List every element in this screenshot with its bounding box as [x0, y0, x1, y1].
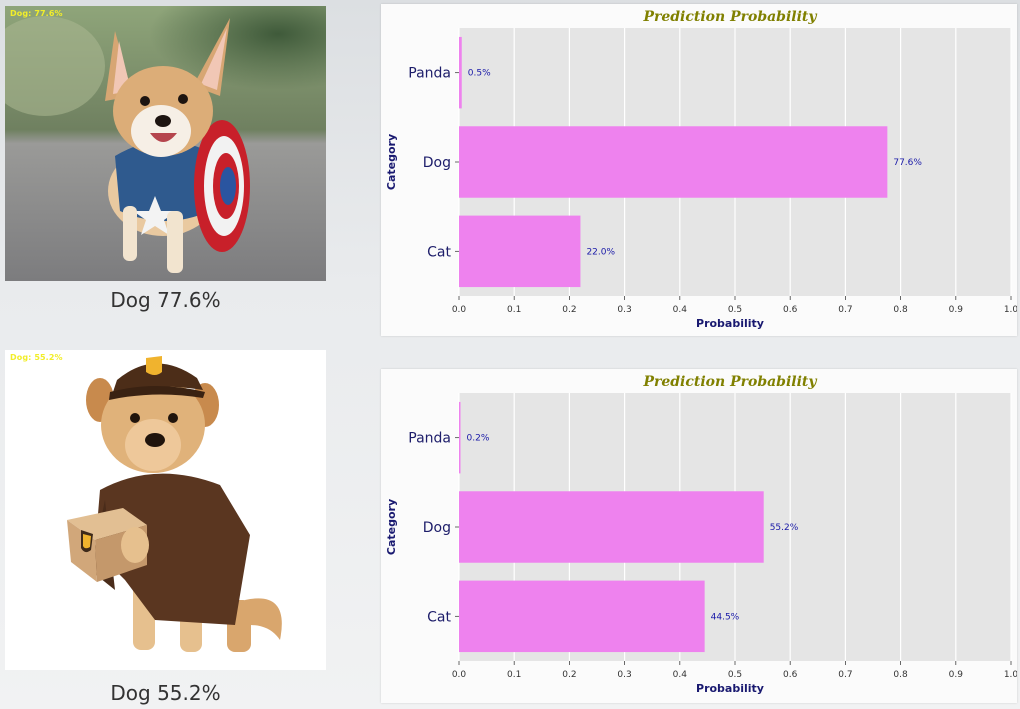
y-tick-label: Cat: [427, 244, 451, 260]
x-tick-label: 0.7: [838, 305, 852, 315]
y-tick-label: Cat: [427, 609, 451, 625]
bar-panda: [459, 401, 461, 474]
x-tick-label: 0.8: [893, 670, 908, 680]
x-tick-label: 0.6: [783, 305, 798, 315]
result-image-ups-dog: Dog: 55.2%: [5, 350, 326, 670]
prediction-chart-2: 0.0 0.1 0.2 0.3 0.4 0.5 0.6 0.7 0.8 0.9 1.0 Panda 0.…: [381, 369, 1017, 703]
prediction-chart-svg: 0.0 0.1 0.2 0.3 0.4 0.5 0.6 0.7 0.8 0.9 1.0 Panda 0.…: [385, 9, 1017, 330]
corgi-photo: [5, 6, 326, 281]
bar-value-label: 0.5%: [468, 69, 491, 79]
x-tick-label: 0.4: [673, 670, 688, 680]
x-tick-label: 0.1: [507, 305, 521, 315]
x-tick-label: 1.0: [1004, 305, 1017, 315]
bar-cat: [459, 580, 705, 653]
x-tick-label: 0.3: [617, 670, 631, 680]
ups-dog-photo: [5, 350, 326, 670]
x-tick-label: 0.1: [507, 670, 521, 680]
x-tick-label: 0.0: [452, 670, 467, 680]
prediction-overlay-label: Dog: 77.6%: [10, 9, 63, 18]
chart-title: Prediction Probability: [642, 9, 817, 25]
y-tick-label: Dog: [423, 155, 451, 171]
x-tick-label: 0.5: [728, 670, 742, 680]
x-tick-label: 0.8: [893, 305, 908, 315]
x-tick-label: 0.6: [783, 670, 798, 680]
x-tick-label: 0.2: [562, 305, 576, 315]
x-tick-label: 0.9: [949, 305, 964, 315]
x-tick-label: 1.0: [1004, 670, 1017, 680]
prediction-overlay-label: Dog: 55.2%: [10, 353, 63, 362]
result-caption: Dog 55.2%: [110, 681, 221, 705]
x-tick-label: 0.3: [617, 305, 631, 315]
y-axis-label: Category: [385, 134, 398, 190]
x-tick-label: 0.5: [728, 305, 742, 315]
x-tick-label: 0.4: [673, 305, 688, 315]
bar-dog: [459, 126, 888, 198]
chart-title: Prediction Probability: [642, 374, 817, 390]
y-tick-label: Panda: [408, 431, 451, 447]
bar-panda: [459, 36, 462, 109]
bar-value-label: 77.6%: [893, 158, 922, 168]
x-tick-label: 0.0: [452, 305, 467, 315]
bar-value-label: 44.5%: [711, 612, 740, 622]
x-tick-label: 0.7: [838, 670, 852, 680]
x-tick-label: 0.2: [562, 670, 576, 680]
x-tick-label: 0.9: [949, 670, 964, 680]
result-caption: Dog 77.6%: [110, 288, 221, 312]
prediction-chart-svg: 0.0 0.1 0.2 0.3 0.4 0.5 0.6 0.7 0.8 0.9 1.0 Panda 0.…: [385, 374, 1017, 695]
bar-value-label: 0.2%: [467, 434, 490, 444]
x-axis-label: Probability: [696, 682, 764, 695]
bar-value-label: 55.2%: [770, 523, 799, 533]
bar-cat: [459, 215, 581, 288]
y-tick-label: Panda: [408, 66, 451, 82]
y-axis-label: Category: [385, 499, 398, 555]
bar-value-label: 22.0%: [586, 247, 615, 257]
y-tick-label: Dog: [423, 520, 451, 536]
bar-dog: [459, 491, 764, 563]
x-axis-label: Probability: [696, 317, 764, 330]
result-image-corgi: Dog: 77.6%: [5, 6, 326, 281]
prediction-chart-1: 0.0 0.1 0.2 0.3 0.4 0.5 0.6 0.7 0.8 0.9 1.0 Panda 0.…: [381, 4, 1017, 336]
